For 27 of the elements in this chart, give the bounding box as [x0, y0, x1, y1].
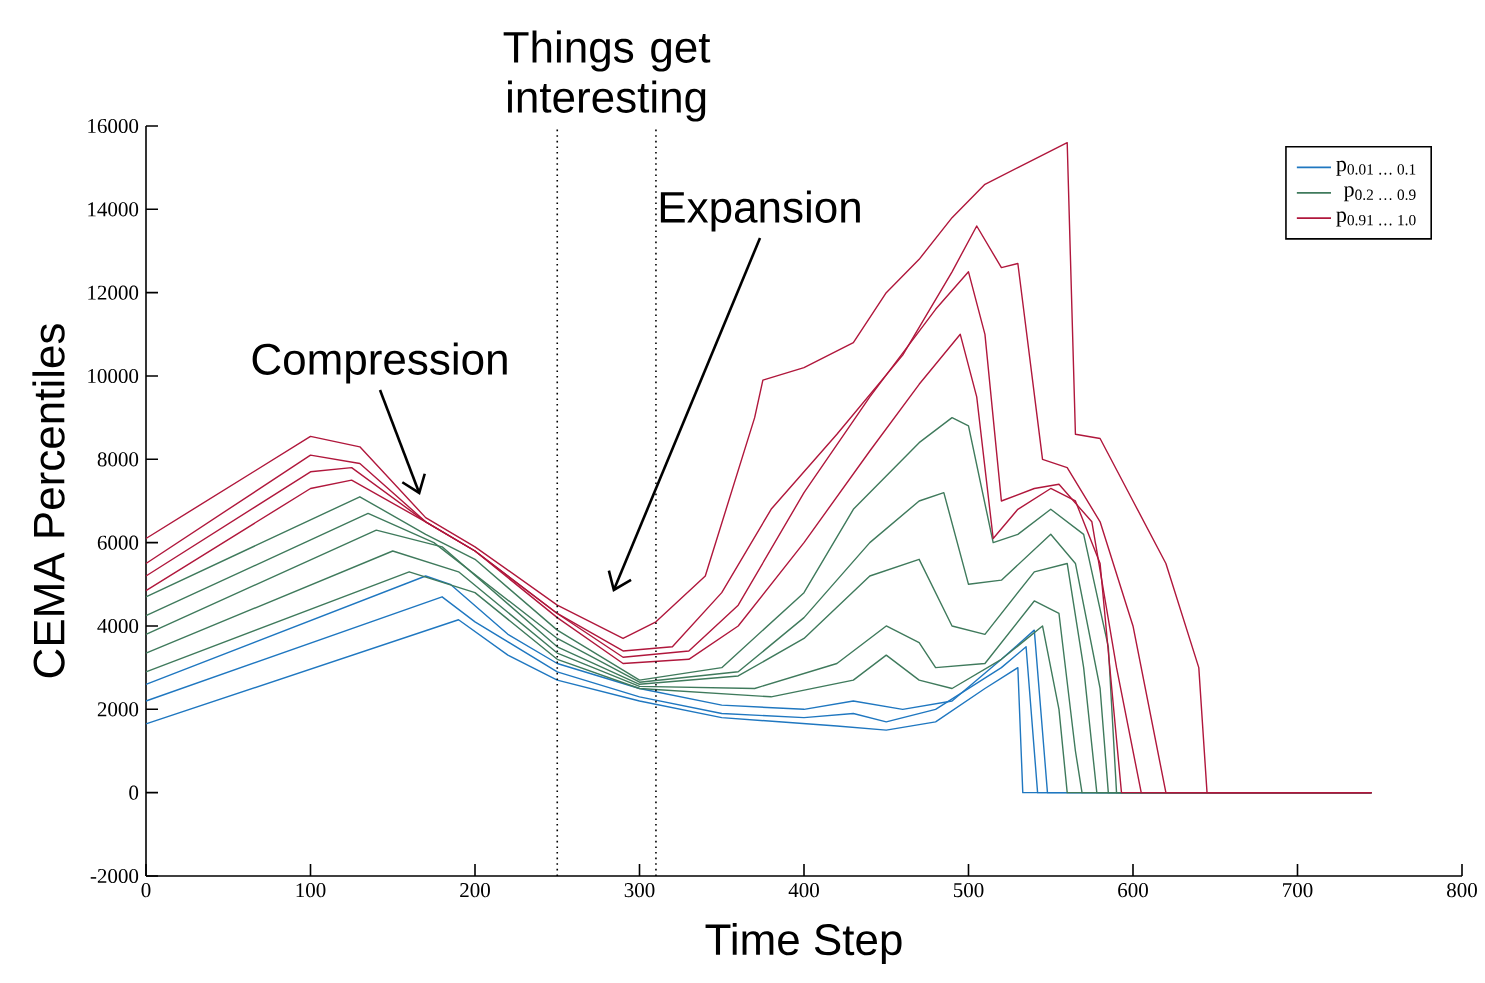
x-tick-label: 600 [1118, 883, 1148, 898]
y-tick-label: 6000 [97, 535, 139, 550]
y-tick-label: 14000 [88, 202, 139, 217]
y-tick-label: -2000 [90, 868, 139, 884]
x-tick-label: 500 [953, 883, 984, 898]
y-tick-label: 0 [129, 785, 139, 800]
y-axis-title: CEMA Percentiles [32, 324, 65, 678]
y-tick-label: 10000 [88, 368, 139, 384]
x-tick-label: 300 [624, 883, 655, 898]
x-tick-label: 400 [788, 883, 819, 898]
y-tick-label: 8000 [97, 452, 139, 467]
x-tick-label: 100 [296, 883, 326, 898]
x-axis-title: Time Step [705, 922, 902, 964]
y-tick-label: 16000 [88, 118, 139, 134]
x-tick-label: 700 [1283, 883, 1313, 898]
y-tick-label: 12000 [88, 285, 139, 300]
annotation: Expansion [660, 190, 860, 232]
y-tick-label: 4000 [97, 618, 139, 634]
text: Things get interesting [503, 30, 711, 122]
legend-label: p$_{0.91 … 1.0}$ [1336, 211, 1416, 227]
y-tick-label: 2000 [97, 702, 139, 717]
x-tick-label: 0 [141, 883, 151, 898]
legend-label: p$_{0.2 … 0.9}$ [1343, 186, 1416, 202]
legend-label: p$_{0.01 … 0.1}$ [1336, 160, 1416, 176]
x-tick-label: 800 [1447, 883, 1477, 898]
x-tick-label: 200 [460, 883, 490, 898]
annotation: Compression [252, 342, 507, 384]
